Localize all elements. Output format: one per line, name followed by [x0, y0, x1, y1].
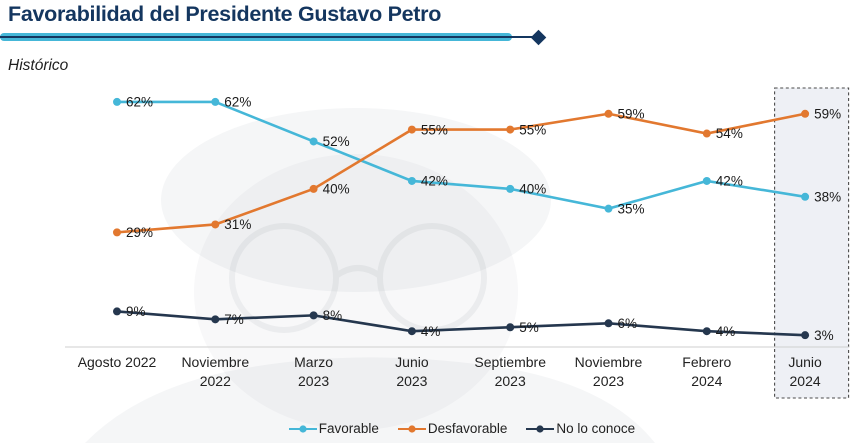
data-point-desfavorable [407, 125, 416, 134]
data-point-label: 55% [421, 122, 448, 137]
data-point-favorable [211, 97, 220, 106]
x-axis-label: Febrero 2024 [682, 354, 731, 389]
data-point-favorable [407, 176, 416, 185]
legend-label: Desfavorable [427, 421, 508, 436]
data-point-favorable [702, 176, 711, 185]
data-point-desfavorable [113, 228, 121, 237]
x-axis-label: Junio 2024 [788, 354, 822, 389]
data-point-label: 29% [126, 225, 153, 240]
data-point-label: 55% [519, 122, 546, 137]
chart-line-no-lo-conoce [116, 310, 806, 337]
data-point-label: 62% [126, 95, 153, 110]
data-point-label: 7% [224, 312, 244, 327]
data-point-no-lo-conoce [113, 307, 121, 316]
x-axis-label: Junio 2023 [395, 354, 429, 389]
data-point-favorable [113, 97, 121, 106]
x-axis-label: Septiembre 2023 [474, 354, 546, 389]
data-point-no-lo-conoce [801, 331, 810, 340]
data-point-label: 6% [618, 316, 638, 331]
title-underline-line [0, 36, 535, 39]
chart-legend: Favorable Desfavorable No lo conoce [36, 421, 852, 436]
legend-item-desfavorable: Desfavorable [397, 421, 508, 436]
data-point-label: 4% [421, 324, 441, 339]
x-axis-label: Noviembre 2022 [181, 354, 249, 389]
data-point-desfavorable [604, 109, 613, 118]
data-point-label: 40% [519, 182, 546, 197]
data-point-favorable [506, 184, 515, 193]
watermark-hair-shape [161, 108, 551, 292]
data-point-label: 59% [814, 106, 841, 121]
data-point-no-lo-conoce [407, 327, 416, 336]
data-point-label: 59% [618, 106, 645, 121]
data-point-label: 52% [323, 134, 350, 149]
data-point-label: 54% [716, 126, 743, 141]
data-point-desfavorable [702, 129, 711, 138]
data-point-favorable [604, 204, 613, 213]
legend-item-favorable: Favorable [288, 421, 379, 436]
data-point-desfavorable [801, 109, 810, 118]
watermark-shoulders-shape [85, 357, 655, 443]
data-point-favorable [801, 192, 810, 201]
chart-line-favorable [117, 100, 806, 210]
data-point-label: 31% [224, 217, 251, 232]
x-axis-label: Agosto 2022 [78, 354, 157, 370]
data-point-label: 9% [126, 304, 146, 319]
chart-subtitle: Histórico [8, 57, 69, 74]
data-point-label: 42% [716, 174, 743, 189]
page-title: Favorabilidad del Presidente Gustavo Pet… [8, 2, 442, 26]
legend-marker-icon [288, 424, 317, 433]
x-axis-label: Marzo 2023 [294, 354, 333, 389]
highlight-box-junio-2024 [774, 87, 850, 399]
data-point-no-lo-conoce [506, 323, 515, 332]
legend-marker-icon [397, 424, 426, 433]
data-point-label: 40% [323, 182, 350, 197]
data-point-label: 62% [224, 95, 251, 110]
data-point-favorable [309, 137, 318, 146]
chart-line-desfavorable [116, 112, 806, 234]
legend-label: No lo conoce [556, 421, 636, 436]
data-point-no-lo-conoce [604, 319, 613, 328]
legend-item-no-lo-conoce: No lo conoce [526, 421, 635, 436]
legend-marker-icon [526, 424, 555, 433]
data-point-label: 3% [814, 328, 834, 343]
data-point-label: 38% [814, 189, 841, 204]
data-point-no-lo-conoce [309, 311, 318, 320]
x-axis-label: Noviembre 2023 [575, 354, 643, 389]
data-point-no-lo-conoce [211, 315, 220, 324]
data-point-label: 35% [618, 201, 645, 216]
data-point-label: 42% [421, 174, 448, 189]
data-point-desfavorable [309, 184, 318, 193]
legend-label: Favorable [318, 421, 379, 436]
data-point-desfavorable [506, 125, 515, 134]
title-underline [0, 29, 560, 46]
data-point-desfavorable [211, 220, 220, 229]
data-point-no-lo-conoce [702, 327, 711, 336]
data-point-label: 4% [716, 324, 736, 339]
data-point-label: 5% [519, 320, 539, 335]
data-point-label: 8% [323, 308, 343, 323]
